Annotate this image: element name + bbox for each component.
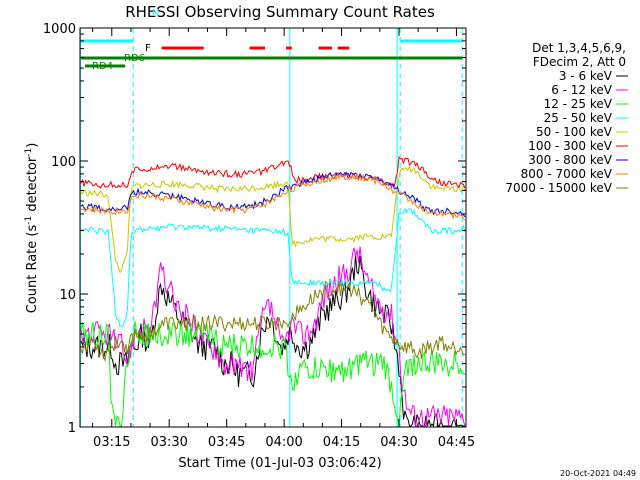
observing-flags (79, 28, 463, 427)
x-tick-label-4: 04:15 (323, 435, 360, 450)
legend-label-6: 300 - 800 keV (528, 153, 612, 167)
legend-label-1: 6 - 12 keV (551, 83, 613, 97)
y-tick-label-2: 100 (51, 155, 76, 170)
legend-label-8: 7000 - 15000 keV (505, 181, 612, 195)
x-axis: 03:15 03:30 03:45 04:00 04:15 04:30 04:45 (92, 28, 475, 450)
legend: Det 1,3,4,5,6,9, FDecim 2, Att 0 3 - 6 k… (505, 41, 628, 195)
series-line-2 (80, 320, 466, 427)
y-label-part-3: ) (25, 143, 40, 148)
y-axis-label: Count Rate (s-1 detector-1) (24, 143, 40, 314)
y-label-part-1: Count Rate (s (25, 225, 40, 314)
flare-label: F (145, 43, 151, 54)
plot-frame (79, 27, 467, 428)
series-line-4 (80, 164, 466, 274)
y-tick-label-0: 1 (68, 421, 76, 436)
series-line-8 (80, 280, 466, 362)
series-line-5 (80, 155, 466, 189)
legend-label-2: 12 - 25 keV (544, 97, 613, 111)
legend-header-2: FDecim 2, Att 0 (533, 55, 626, 69)
legend-label-5: 100 - 300 keV (528, 139, 612, 153)
y-label-part-2: detector (25, 156, 40, 216)
y-label-sup-2: -1 (24, 148, 34, 157)
series-line-7 (80, 173, 466, 221)
x-tick-label-0: 03:15 (93, 435, 130, 450)
legend-label-3: 25 - 50 keV (544, 111, 613, 125)
x-tick-label-3: 04:00 (265, 435, 302, 450)
footer-timestamp: 20-Oct-2021 04:49 (560, 469, 636, 478)
y-axis: 1 10 100 1000 (43, 22, 466, 436)
series-lines (80, 155, 466, 428)
x-tick-label-6: 04:45 (438, 435, 475, 450)
legend-label-4: 50 - 100 keV (536, 125, 613, 139)
y-tick-label-1: 10 (59, 288, 76, 303)
x-tick-label-1: 03:30 (150, 435, 187, 450)
y-label-sup-1: -1 (24, 216, 34, 225)
legend-header-1: Det 1,3,4,5,6,9, (532, 41, 626, 55)
night-label: N (152, 8, 159, 19)
x-tick-label-5: 04:30 (380, 435, 417, 450)
y-tick-label-3: 1000 (43, 22, 76, 37)
x-tick-label-2: 03:45 (208, 435, 245, 450)
legend-label-0: 3 - 6 keV (559, 69, 613, 83)
x-axis-label: Start Time (01-Jul-03 03:06:42) (178, 456, 381, 471)
rd4-label: RD4 (92, 61, 113, 72)
legend-label-7: 800 - 7000 keV (521, 167, 613, 181)
series-line-3 (80, 207, 466, 327)
series-line-6 (80, 171, 466, 218)
rd6-label: RD6 (124, 53, 145, 64)
chart-title: RHESSI Observing Summary Count Rates (125, 3, 435, 21)
